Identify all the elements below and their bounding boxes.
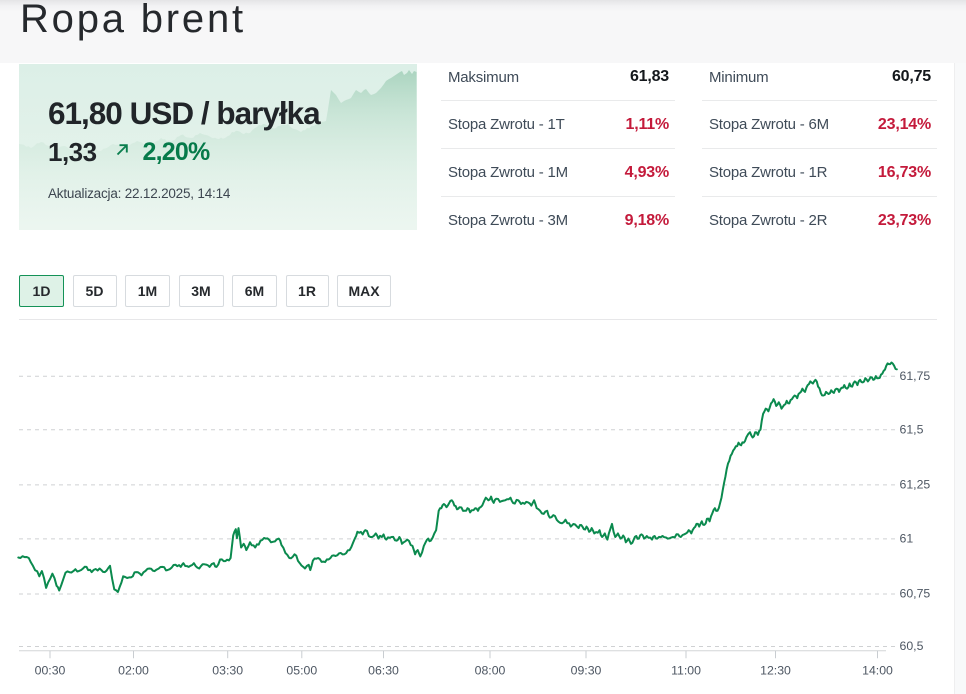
svg-text:06:30: 06:30 <box>368 664 399 678</box>
svg-text:60,75: 60,75 <box>900 587 931 601</box>
svg-text:09:30: 09:30 <box>571 664 602 678</box>
svg-text:61,75: 61,75 <box>900 369 931 383</box>
svg-text:05:00: 05:00 <box>286 664 317 678</box>
svg-text:11:00: 11:00 <box>671 664 701 678</box>
svg-text:60,5: 60,5 <box>900 639 924 653</box>
svg-text:61,25: 61,25 <box>900 478 931 492</box>
svg-text:03:30: 03:30 <box>212 664 243 678</box>
svg-text:61,5: 61,5 <box>900 422 924 436</box>
svg-text:08:00: 08:00 <box>475 664 506 678</box>
svg-text:12:30: 12:30 <box>760 664 791 678</box>
svg-text:00:30: 00:30 <box>35 664 66 678</box>
svg-text:61: 61 <box>900 532 914 546</box>
svg-text:02:00: 02:00 <box>118 664 149 678</box>
svg-text:14:00: 14:00 <box>862 664 893 678</box>
